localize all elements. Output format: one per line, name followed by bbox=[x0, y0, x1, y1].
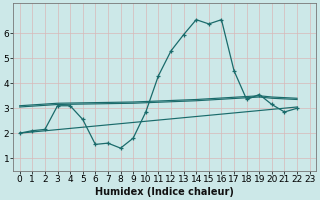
X-axis label: Humidex (Indice chaleur): Humidex (Indice chaleur) bbox=[95, 187, 234, 197]
